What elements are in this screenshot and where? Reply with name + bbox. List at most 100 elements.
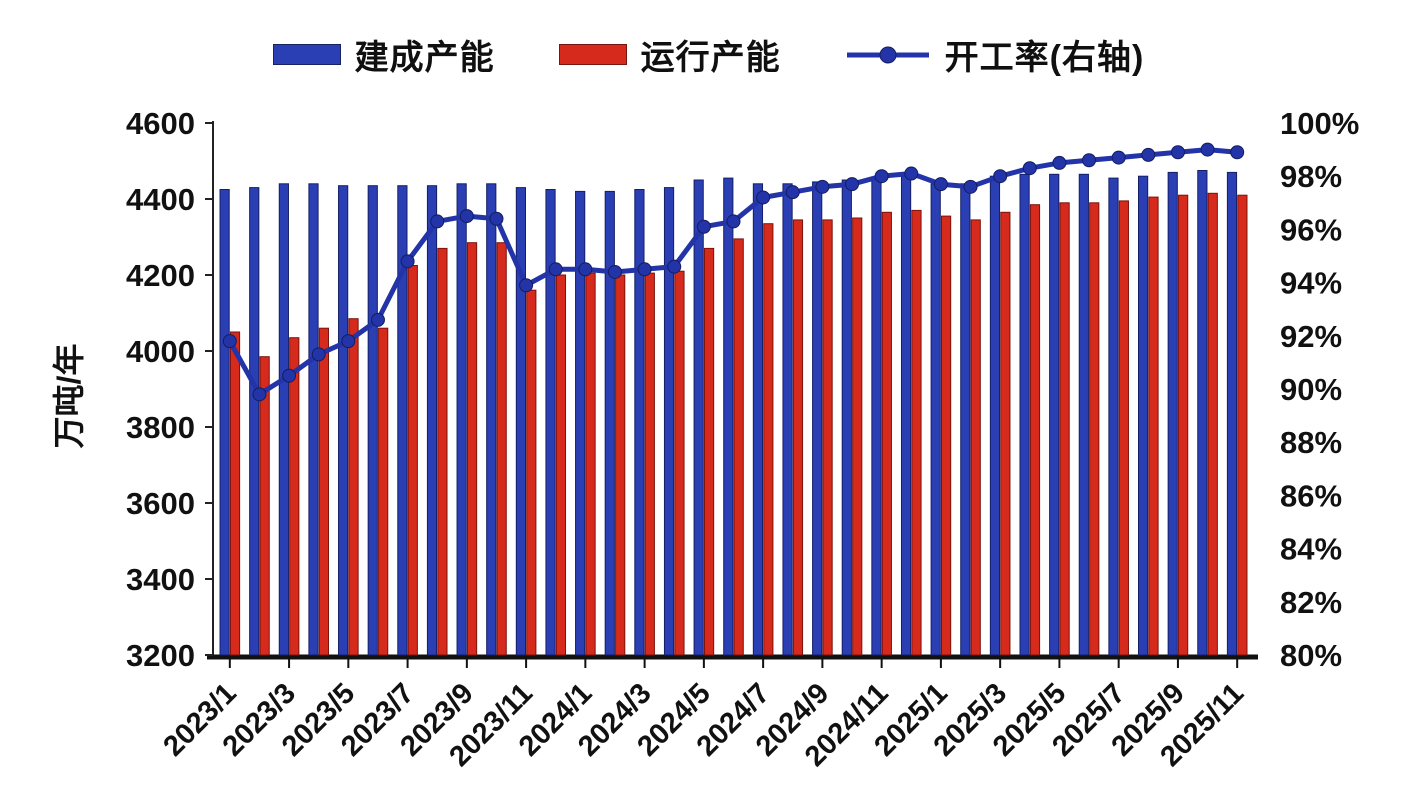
rate-marker-2023/3 <box>282 368 297 383</box>
right-axis-labels: 100% 98% 96% 94% 92% 90% 88% 86% 84% 82% 80% <box>1280 106 1359 673</box>
bar-built-2024/7 <box>752 183 764 656</box>
bar-running-2023/10 <box>496 242 507 656</box>
rate-marker-2024/6 <box>726 214 741 229</box>
bar-running-2023/7 <box>407 265 418 656</box>
legend-item-built-capacity: 建成产能 <box>272 30 495 79</box>
right-axis-tick-label: 80% <box>1280 638 1342 673</box>
rate-marker-2025/2 <box>963 179 978 194</box>
rate-marker-2025/10 <box>1200 142 1215 157</box>
bar-built-2023/8 <box>426 185 438 656</box>
left-axis-tick-label: 4600 <box>126 106 195 141</box>
bar-built-2023/1 <box>219 189 230 656</box>
bar-running-2023/4 <box>318 327 329 656</box>
right-axis-tick-label: 100% <box>1280 106 1359 141</box>
left-axis-tick-label: 4200 <box>126 258 195 293</box>
bar-running-2024/5 <box>703 247 715 656</box>
rate-marker-2025/8 <box>1141 147 1156 162</box>
bar-built-2024/12 <box>900 175 912 656</box>
rate-marker-2023/4 <box>311 347 326 362</box>
rate-marker-2024/9 <box>815 179 830 194</box>
bar-running-2025/8 <box>1148 196 1159 656</box>
bar-built-2025/3 <box>989 175 1001 656</box>
bars-running-capacity <box>229 192 1248 656</box>
bar-built-2023/7 <box>397 185 408 656</box>
bar-running-2023/5 <box>348 318 359 656</box>
bar-built-2023/4 <box>308 183 319 656</box>
rate-marker-2024/8 <box>785 185 800 200</box>
bar-running-2025/5 <box>1059 202 1070 656</box>
bar-running-2025/3 <box>1000 211 1011 656</box>
rate-marker-2024/5 <box>696 219 711 234</box>
rate-marker-2023/10 <box>489 211 504 226</box>
rate-marker-2023/7 <box>400 254 415 269</box>
rate-marker-2024/3 <box>637 262 652 277</box>
bar-running-2023/2 <box>259 356 270 656</box>
rate-marker-2024/2 <box>607 264 622 279</box>
bar-running-2025/9 <box>1178 194 1189 656</box>
bar-built-2025/10 <box>1197 170 1208 656</box>
bar-built-2025/6 <box>1078 173 1089 656</box>
bar-built-2024/4 <box>663 187 675 656</box>
rate-marker-2023/11 <box>519 278 534 293</box>
rate-marker-2025/6 <box>1082 153 1097 168</box>
bar-running-2023/3 <box>289 337 300 656</box>
bar-running-2024/6 <box>733 238 744 656</box>
bar-built-2023/9 <box>456 183 467 656</box>
rate-marker-2023/2 <box>252 387 267 402</box>
bar-running-2025/10 <box>1207 192 1218 656</box>
bar-built-2024/8 <box>782 183 793 656</box>
rate-marker-2025/11 <box>1230 145 1245 160</box>
bar-running-2024/8 <box>792 219 804 656</box>
left-axis-title: 万吨/年 <box>51 344 87 449</box>
legend: 建成产能 运行产能 开工率(右轴) <box>0 30 1417 79</box>
bar-built-2023/11 <box>515 187 526 656</box>
right-axis-tick-label: 96% <box>1280 212 1342 247</box>
rate-marker-2024/7 <box>756 190 771 205</box>
legend-item-running-capacity: 运行产能 <box>558 30 781 79</box>
bar-running-2024/12 <box>911 209 922 656</box>
bars-built-capacity <box>219 170 1238 656</box>
left-axis-tick-label: 3200 <box>126 638 195 673</box>
bar-running-2025/4 <box>1029 204 1041 656</box>
operating-rate-line-swatch <box>846 46 929 63</box>
bar-running-2025/11 <box>1237 194 1248 656</box>
rate-marker-2024/10 <box>845 177 860 192</box>
bar-running-2024/1 <box>585 272 596 656</box>
left-axis-tick-label: 3800 <box>126 410 195 445</box>
bar-running-2024/9 <box>822 219 833 656</box>
bar-built-2025/5 <box>1049 173 1060 656</box>
legend-item-operating-rate: 开工率(右轴) <box>845 30 1145 79</box>
bar-running-2025/7 <box>1118 200 1129 656</box>
left-axis-tick-label: 3400 <box>126 562 195 597</box>
bar-running-2025/2 <box>970 219 981 656</box>
rate-marker-2023/9 <box>459 209 474 224</box>
running-capacity-swatch <box>558 44 627 65</box>
left-axis-tick-label: 4400 <box>126 182 195 217</box>
right-axis-tick-label: 94% <box>1280 266 1342 301</box>
legend-label-operating-rate: 开工率(右轴) <box>944 39 1145 77</box>
bar-running-2024/10 <box>852 217 863 656</box>
bar-built-2024/6 <box>723 177 734 656</box>
bar-built-2025/9 <box>1167 171 1178 656</box>
rate-marker-2024/4 <box>667 259 682 274</box>
bar-built-2025/2 <box>960 183 971 656</box>
rate-marker-2025/7 <box>1111 150 1126 165</box>
left-axis-tick-label: 4000 <box>126 334 195 369</box>
rate-marker-2023/1 <box>222 334 237 349</box>
rate-marker-2025/1 <box>933 177 948 192</box>
rate-marker-2024/12 <box>904 166 919 181</box>
rate-marker-2023/6 <box>370 312 385 327</box>
legend-label-built-capacity: 建成产能 <box>354 39 495 77</box>
left-axis-tick-label: 3600 <box>126 486 195 521</box>
bar-built-2023/3 <box>278 183 289 656</box>
bar-built-2025/7 <box>1108 177 1119 656</box>
bar-running-2023/6 <box>378 327 389 656</box>
bar-running-2024/7 <box>763 223 774 656</box>
bar-built-2025/8 <box>1138 175 1149 656</box>
rate-marker-2025/3 <box>993 169 1008 184</box>
right-axis-tick-label: 86% <box>1280 478 1342 513</box>
left-axis-labels: 4600 4400 4200 4000 3800 3600 3400 3200 <box>126 106 213 673</box>
bar-running-2023/11 <box>526 289 537 656</box>
right-axis-tick-label: 88% <box>1280 425 1342 460</box>
